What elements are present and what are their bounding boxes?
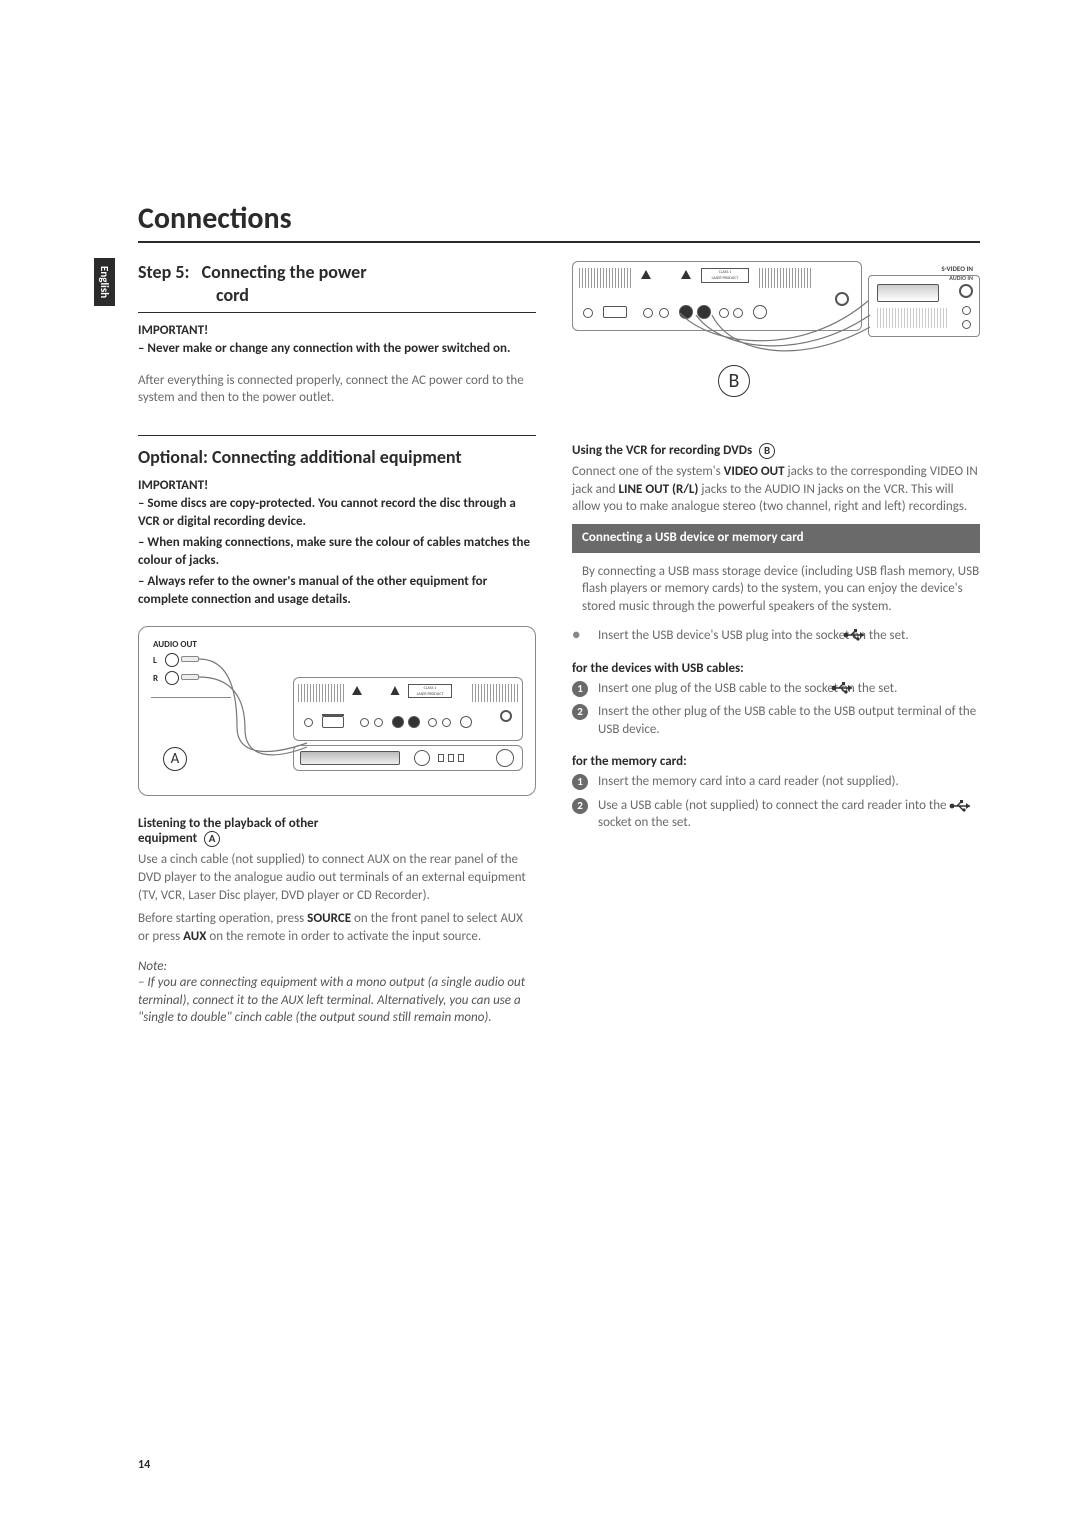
usb-icon — [843, 629, 867, 641]
figA-cable-path — [197, 657, 327, 767]
figA-jack-R — [165, 671, 179, 685]
usb-bullet-row: ● Insert the USB device's USB plug into … — [572, 627, 980, 645]
usb-box-head: Connecting a USB device or memory card — [572, 524, 980, 553]
listening-circ: A — [204, 831, 220, 847]
step5-heading: Step 5: Connecting the power cord — [138, 261, 536, 313]
listening-head-l2: equipment — [138, 832, 197, 847]
figA-system-rear: CLASS 1LASER PRODUCT — [293, 677, 523, 741]
lb2b: SOURCE — [307, 911, 351, 926]
note-head: Note: — [138, 959, 536, 974]
bullet-dot-icon: ● — [572, 627, 588, 645]
vcr-head-circ: B — [759, 443, 775, 459]
lb2d: AUX — [183, 929, 206, 944]
bullet-num-1-icon: 1 — [572, 681, 588, 697]
figA-class1-label: CLASS 1LASER PRODUCT — [408, 684, 452, 698]
figure-a: AUDIO OUT L R A CLASS 1LASER PRODUCT — [138, 626, 536, 796]
figA-warning-triangle-icon — [350, 684, 364, 696]
figA-system-front — [293, 745, 523, 771]
left-column: Step 5: Connecting the power cord IMPORT… — [138, 261, 536, 1027]
content-columns: Step 5: Connecting the power cord IMPORT… — [138, 261, 980, 1027]
bullet-num-1b-icon: 1 — [572, 774, 588, 790]
optional-important: IMPORTANT! — [138, 478, 536, 493]
usb-bullet-text: Insert the USB device's USB plug into th… — [598, 627, 909, 645]
bullet-num-2-icon: 2 — [572, 704, 588, 720]
usb-icon-3 — [949, 800, 973, 812]
figA-shock-triangle-icon — [389, 684, 402, 696]
usb-icon-2 — [831, 682, 855, 694]
cables-row-2: 2 Insert the other plug of the USB cable… — [572, 703, 980, 738]
listening-body2: Before starting operation, press SOURCE … — [138, 910, 536, 945]
bullet-num-2b-icon: 2 — [572, 798, 588, 814]
vcr-body: Connect one of the system's VIDEO OUT ja… — [572, 463, 980, 516]
figA-L: L — [153, 655, 157, 666]
figure-b: CLASS 1LASER PRODUCT S-VIDEO IN — [572, 261, 980, 421]
step5-warning: – Never make or change any connection wi… — [138, 340, 536, 358]
figB-cables — [672, 297, 892, 377]
usb-intro: By connecting a USB mass storage device … — [572, 563, 980, 616]
listening-head-l1: Listening to the playback of other — [138, 816, 318, 831]
figA-audio-out-label: AUDIO OUT — [153, 639, 197, 650]
mem-head: for the memory card: — [572, 754, 980, 769]
step5-label: Step 5: — [138, 261, 189, 283]
m2a: Use a USB cable (not supplied) to connec… — [598, 798, 949, 813]
cables-row-1: 1 Insert one plug of the USB cable to th… — [572, 680, 980, 698]
mem-row-2: 2 Use a USB cable (not supplied) to conn… — [572, 797, 980, 832]
figB-svideo-label: S-VIDEO IN — [941, 264, 973, 273]
vcr-head: Using the VCR for recording DVDs B — [572, 443, 980, 459]
mem-row-1: 1 Insert the memory card into a card rea… — [572, 773, 980, 791]
optional-warn3: – Always refer to the owner's manual of … — [138, 573, 536, 608]
listening-head: Listening to the playback of other equip… — [138, 816, 536, 847]
vbb: VIDEO OUT — [724, 464, 785, 479]
mem-1-text: Insert the memory card into a card reade… — [598, 773, 899, 791]
cables-head: for the devices with USB cables: — [572, 661, 980, 676]
cables-1-text: Insert one plug of the USB cable to the … — [598, 680, 897, 698]
note-body: – If you are connecting equipment with a… — [138, 974, 536, 1027]
figA-vent-2 — [472, 684, 518, 702]
figA-circle-label: A — [163, 747, 187, 771]
cables-2-text: Insert the other plug of the USB cable t… — [598, 703, 980, 738]
figB-circle-label: B — [718, 365, 750, 397]
optional-warn2: – When making connections, make sure the… — [138, 534, 536, 569]
right-column: CLASS 1LASER PRODUCT S-VIDEO IN — [572, 261, 980, 1027]
optional-heading: Optional: Connecting additional equipmen… — [138, 435, 536, 469]
mem-2-text: Use a USB cable (not supplied) to connec… — [598, 797, 980, 832]
step5-title-l2: cord — [138, 284, 249, 307]
figA-jack-L — [165, 653, 179, 667]
page-number: 14 — [138, 1458, 150, 1472]
page-title: Connections — [138, 200, 980, 243]
optional-warn1: – Some discs are copy-protected. You can… — [138, 495, 536, 530]
vcr-head-text: Using the VCR for recording DVDs — [572, 443, 752, 458]
listening-body1: Use a cinch cable (not supplied) to conn… — [138, 851, 536, 904]
vbd: LINE OUT (R/L) — [619, 482, 699, 497]
lb2e: on the remote in order to activate the i… — [206, 929, 481, 944]
lb2a: Before starting operation, press — [138, 911, 307, 926]
m2b: socket on the set. — [598, 815, 691, 830]
step5-body: After everything is connected properly, … — [138, 372, 536, 407]
vba: Connect one of the system's — [572, 464, 724, 479]
figA-R: R — [153, 673, 158, 684]
language-tab: English — [94, 258, 115, 306]
step5-important: IMPORTANT! — [138, 323, 536, 338]
step5-title-l1: Connecting the power — [202, 261, 367, 283]
figA-port-row — [300, 710, 516, 736]
